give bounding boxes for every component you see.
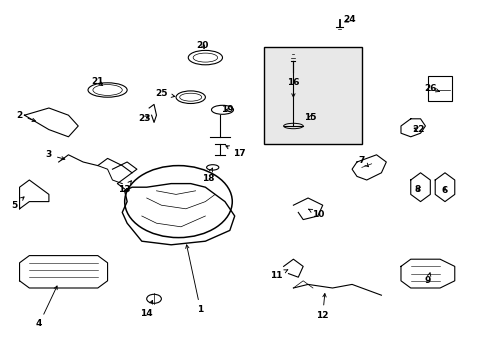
Text: 23: 23 (138, 114, 150, 123)
Text: 15: 15 (304, 112, 316, 122)
Text: 2: 2 (17, 111, 36, 122)
Text: 22: 22 (411, 125, 424, 134)
Text: 10: 10 (308, 209, 324, 219)
Text: 12: 12 (316, 293, 328, 320)
Text: 14: 14 (140, 301, 153, 318)
Text: 4: 4 (36, 286, 57, 328)
Text: 9: 9 (424, 273, 430, 285)
Text: 25: 25 (155, 89, 174, 98)
Bar (264, 47, 361, 144)
Text: 6: 6 (441, 186, 447, 195)
Text: 16: 16 (286, 78, 299, 97)
Text: 20: 20 (196, 41, 209, 50)
Text: 8: 8 (414, 185, 420, 194)
Bar (427, 76, 451, 101)
Text: 7: 7 (358, 156, 368, 167)
Text: 19: 19 (221, 105, 233, 114)
Text: 17: 17 (225, 146, 245, 158)
Text: 1: 1 (185, 245, 203, 314)
Text: 21: 21 (91, 77, 104, 86)
Text: 3: 3 (46, 150, 65, 160)
Text: 26: 26 (423, 84, 439, 93)
Text: 13: 13 (118, 181, 131, 194)
Text: 24: 24 (343, 15, 355, 24)
Text: 18: 18 (201, 168, 214, 183)
Text: 11: 11 (269, 270, 287, 280)
Text: 5: 5 (12, 197, 24, 210)
